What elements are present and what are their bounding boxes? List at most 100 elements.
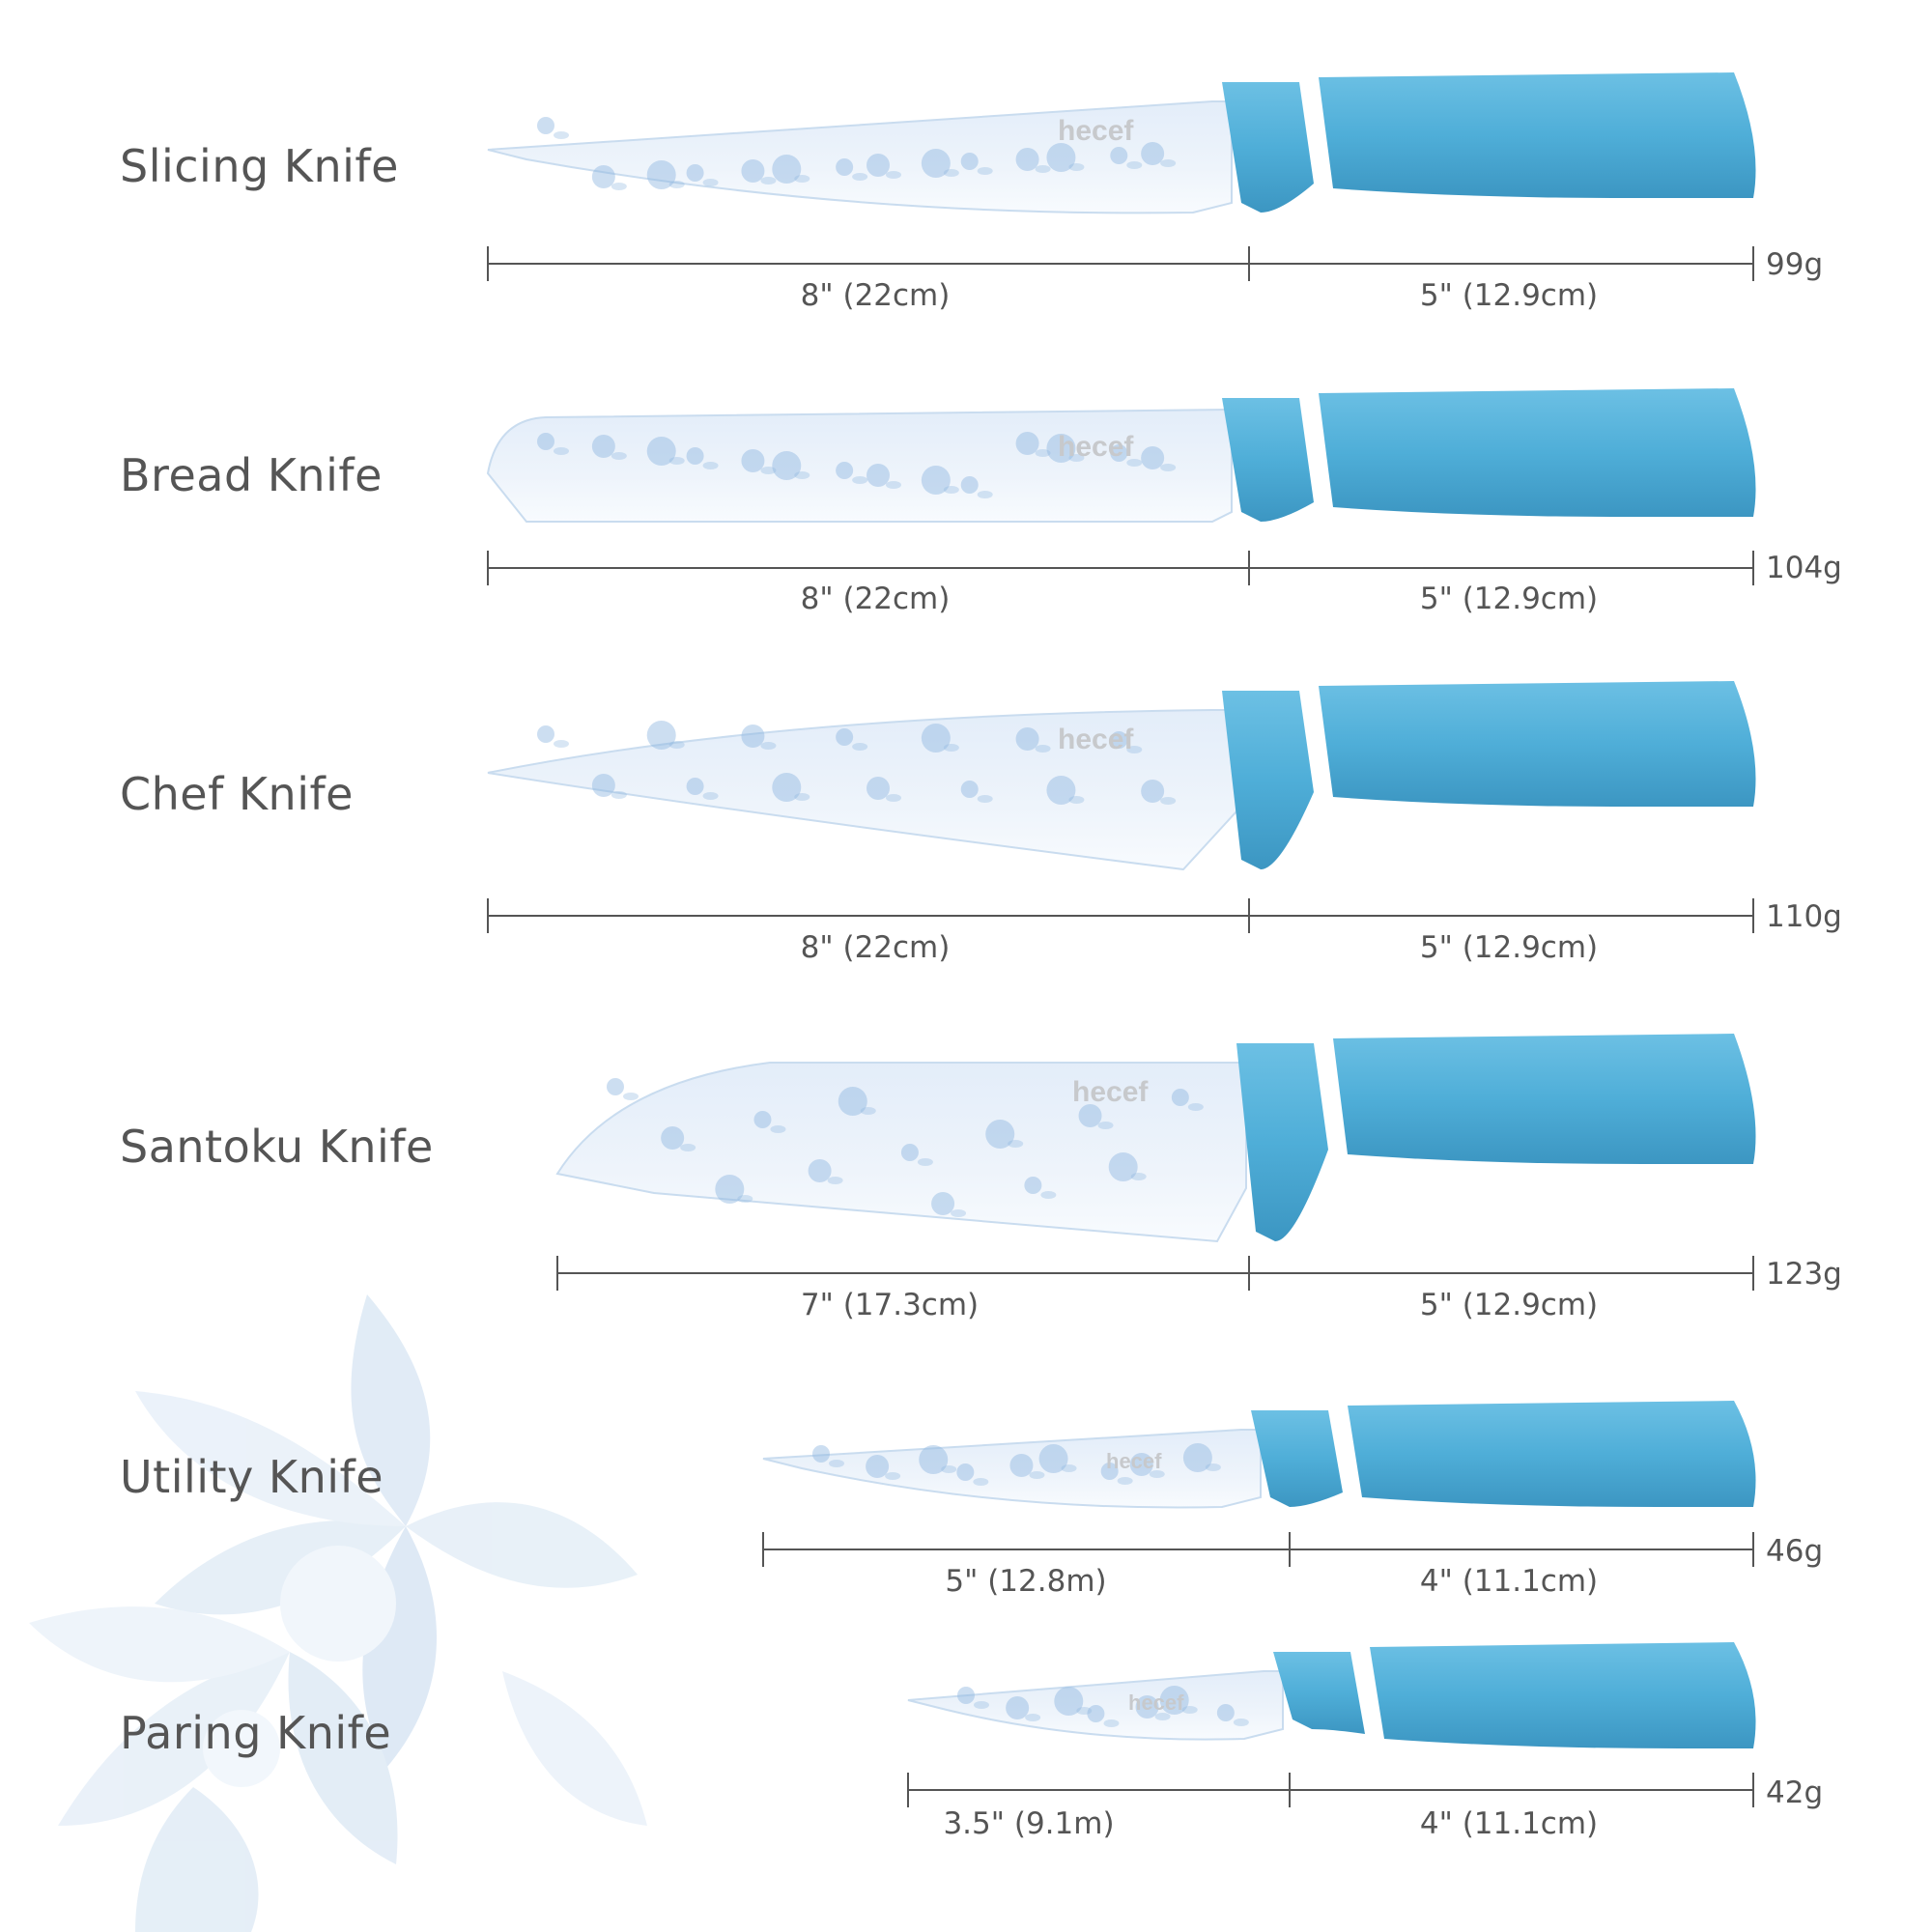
blade-leaf: [760, 467, 777, 474]
blade-leaf: [623, 1093, 639, 1100]
blade-flower: [1087, 1705, 1105, 1722]
blade-flower: [808, 1159, 832, 1182]
handle-length-label: 5" (12.9cm): [1419, 930, 1599, 965]
blade-flower: [1024, 1177, 1042, 1194]
blade-leaf: [1035, 449, 1051, 457]
blade-leaf: [1035, 745, 1051, 753]
blade-flower: [772, 773, 802, 802]
blade-leaf: [1103, 1719, 1120, 1727]
blade-flower: [741, 159, 765, 183]
blade-leaf: [554, 447, 569, 455]
blade-flower: [1038, 1444, 1068, 1473]
blade-length-label: 3.5" (9.1m): [943, 1806, 1115, 1841]
blade-flower: [1015, 727, 1039, 751]
blade-flower: [1171, 1089, 1189, 1106]
blade-flower: [1006, 1696, 1030, 1719]
blade-leaf: [770, 1125, 786, 1133]
blade-leaf: [794, 793, 810, 801]
blade-flower: [741, 724, 765, 748]
blade-leaf: [977, 491, 993, 498]
blade-flower: [661, 1126, 685, 1150]
bolster: [1222, 82, 1314, 213]
handle-length-label: 5" (12.9cm): [1419, 1288, 1599, 1322]
blade-leaf: [1061, 1464, 1077, 1472]
knife-slicing: hecef: [487, 72, 1756, 281]
blade-flower: [537, 117, 554, 134]
blade-flower: [960, 476, 979, 494]
blade-flower: [646, 437, 676, 466]
bolster: [1222, 398, 1314, 522]
blade-leaf: [760, 177, 777, 185]
blade-leaf: [1160, 159, 1177, 167]
blade-flower: [960, 781, 979, 798]
blade-leaf: [1117, 1477, 1133, 1485]
blade-leaf: [943, 744, 959, 752]
knife-row-santoku: Santoku Knife: [120, 1121, 433, 1173]
handle-length-label: 4" (11.1cm): [1419, 1564, 1599, 1599]
knife-row-slicing: Slicing Knife: [0, 0, 1932, 319]
blade-leaf: [680, 1144, 696, 1151]
blade-flower: [1078, 1104, 1102, 1127]
blade: [762, 1429, 1262, 1509]
blade-flower: [772, 155, 802, 184]
blade-leaf: [951, 1209, 967, 1217]
blade-flower: [985, 1120, 1015, 1149]
weight-label: 110g: [1766, 899, 1842, 934]
blade-leaf: [827, 1177, 843, 1184]
brand-logo: hecef: [1058, 115, 1134, 147]
blade-leaf: [941, 1465, 957, 1473]
blade-leaf: [1068, 454, 1085, 462]
blade-flower: [919, 1445, 949, 1474]
weight-label: 42g: [1766, 1776, 1824, 1810]
blade-leaf: [1008, 1140, 1024, 1148]
blade-leaf: [886, 171, 901, 179]
bolster: [1273, 1652, 1365, 1734]
blade-flower: [957, 1687, 975, 1704]
blade-leaf: [852, 173, 868, 181]
blade-length-label: 8" (22cm): [800, 278, 951, 313]
blade-leaf: [886, 481, 901, 489]
blade-flower: [715, 1175, 745, 1204]
handle-ring: [1319, 1043, 1348, 1159]
handle-length-label: 5" (12.9cm): [1419, 278, 1599, 313]
blade-flower: [921, 724, 951, 753]
blade-leaf: [943, 169, 959, 177]
knife-row-paring: Paring Knife: [120, 1707, 391, 1759]
handle: [1348, 1401, 1756, 1507]
blade-leaf: [1160, 797, 1177, 805]
blade: [907, 1670, 1284, 1741]
blade-flower: [921, 149, 951, 178]
blade-flower: [867, 464, 890, 487]
blade-flower: [1110, 731, 1128, 749]
blade-leaf: [794, 175, 810, 183]
knife-utility: hecef: [762, 1401, 1756, 1567]
blade-flower: [1129, 1453, 1153, 1476]
blade-flower: [1141, 780, 1165, 803]
blade-leaf: [1097, 1122, 1114, 1129]
knife-name: Chef Knife: [120, 768, 354, 820]
handle-ring: [1304, 398, 1333, 512]
blade-flower: [1216, 1704, 1235, 1721]
blade-leaf: [1126, 161, 1143, 169]
blade-leaf: [1130, 1173, 1147, 1180]
blade-leaf: [611, 791, 627, 799]
blade-leaf: [1068, 796, 1085, 804]
blade-flower: [686, 447, 704, 465]
handle-ring: [1355, 1652, 1384, 1744]
blade-leaf: [668, 457, 685, 465]
brand-logo: hecef: [1058, 724, 1134, 755]
weight-label: 123g: [1766, 1257, 1842, 1292]
blade-flower: [591, 435, 615, 458]
blade-leaf: [1160, 464, 1177, 471]
weight-label: 99g: [1766, 247, 1824, 282]
blade-leaf: [1233, 1719, 1249, 1726]
blade-flower: [537, 433, 554, 450]
knife-bread: hecef: [486, 388, 1756, 585]
blade-leaf: [1040, 1191, 1057, 1199]
blade-flower: [591, 774, 615, 797]
blade-flower: [1141, 142, 1165, 165]
weight-label: 46g: [1766, 1534, 1824, 1569]
handle: [1370, 1642, 1756, 1748]
blade-leaf: [702, 792, 719, 800]
